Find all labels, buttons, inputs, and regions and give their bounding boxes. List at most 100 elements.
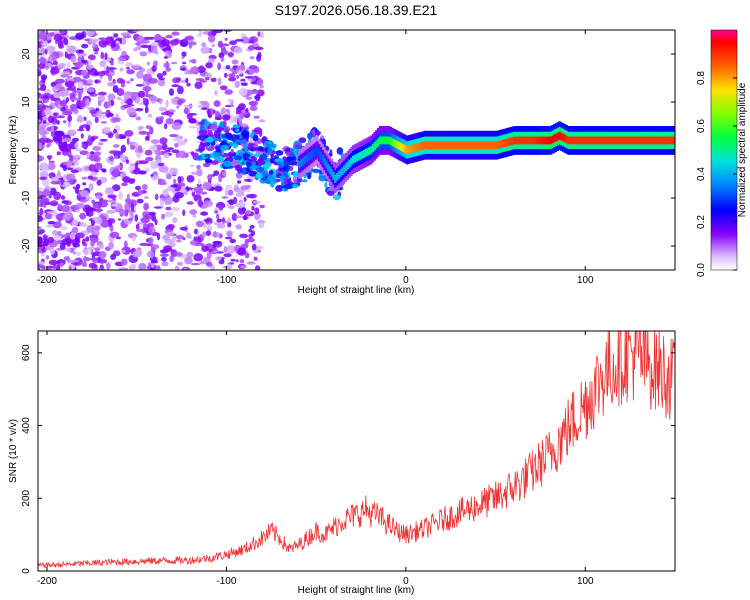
spectrogram-ridge-blob [256, 172, 261, 177]
spectrogram-noise-blob [107, 93, 116, 102]
spectrogram-ridge-core [364, 149, 367, 157]
spectrogram-noise-blob [43, 95, 49, 99]
spectrogram-noise-blob [106, 262, 111, 270]
spectrogram-ridge-core [633, 136, 637, 145]
spectrogram-noise-blob [257, 31, 261, 37]
spectrogram-marks [38, 30, 675, 270]
spectrogram-noise-blob [190, 171, 198, 175]
spectrogram-noise-blob [71, 219, 79, 227]
spectrogram-noise-blob [150, 139, 160, 144]
spectrogram-noise-blob [42, 178, 50, 187]
spectrogram-noise-blob [160, 253, 169, 257]
spectrogram-noise-blob [172, 138, 182, 142]
spectrogram-noise-blob [176, 261, 184, 266]
spectrogram-ridge-core [341, 167, 344, 175]
spectrogram-noise-blob [168, 109, 176, 113]
spectrogram-ridge-core [429, 141, 432, 150]
spectrogram-noise-blob [62, 111, 72, 116]
spectrogram-ridge-blob [198, 155, 202, 159]
spectrogram-noise-blob [47, 221, 56, 225]
spectrogram-noise-blob [192, 214, 197, 218]
spectrogram-noise-blob [201, 107, 208, 110]
spectrogram-ridge-core [619, 136, 622, 145]
spectrogram-ridge-core [605, 136, 608, 145]
spectrogram-ridge-core [664, 136, 667, 145]
spectrogram-noise-blob [63, 256, 70, 261]
spectrogram-noise-blob [194, 81, 203, 89]
spectrogram-ridge-core [434, 141, 437, 150]
spectrogram-noise-blob [162, 234, 170, 240]
snr-y-axis-label: SNR (10 * v/v) [8, 419, 19, 483]
spectrogram-noise-blob [200, 211, 209, 216]
spectrogram-noise-blob [186, 175, 195, 183]
spectrogram-noise-blob [111, 206, 115, 210]
spectrogram-ridge-core [649, 136, 653, 145]
spectrogram-noise-blob [88, 262, 97, 269]
spectrogram-noise-blob [52, 56, 56, 62]
spectrogram-noise-blob [109, 150, 119, 155]
spectrogram-noise-blob [230, 258, 237, 262]
spectrogram-ridge-core [644, 136, 647, 145]
spectrogram-noise-blob [81, 261, 87, 267]
spectrogram-noise-blob [146, 61, 150, 66]
spectrogram-noise-blob [181, 51, 187, 57]
spectrogram-ridge-blob [222, 120, 227, 128]
spectrogram-noise-blob [95, 195, 101, 200]
spectrogram-noise-blob [97, 115, 107, 119]
spectrogram-ridge-core [377, 138, 380, 147]
spectrogram-ridge-core [486, 141, 489, 150]
spectrogram-noise-blob [39, 176, 48, 180]
spectrogram-ridge-blob [242, 144, 248, 150]
spectrogram-ridge-core [439, 141, 443, 150]
spectrogram-noise-blob [131, 192, 140, 197]
spectrogram-ridge-core [481, 141, 484, 150]
spectrogram-noise-blob [140, 217, 150, 224]
spectrogram-noise-blob [196, 183, 202, 187]
spectrogram-noise-blob [254, 207, 260, 215]
spectrogram-noise-blob [50, 68, 60, 75]
spectrogram-ridge-core [316, 146, 319, 154]
spectrogram-noise-blob [46, 211, 55, 214]
spectrogram-noise-blob [217, 40, 224, 48]
spectrogram-noise-blob [149, 161, 159, 169]
spectrogram-noise-blob [136, 198, 144, 204]
spectrogram-ridge-blob [262, 176, 267, 182]
spectrogram-noise-blob [239, 64, 246, 72]
spectrogram-ridge-blob [243, 153, 251, 158]
spectrogram-noise-blob [38, 215, 43, 222]
spectrogram-noise-blob [151, 65, 157, 72]
spectrogram-ridge-core [667, 136, 671, 145]
spectrogram-ridge-blob [289, 160, 298, 166]
spectrogram-noise-blob [118, 218, 121, 221]
spectrogram-noise-blob [61, 234, 71, 238]
spectrogram-noise-blob [92, 39, 96, 48]
spectrogram-noise-blob [81, 124, 88, 128]
spectrogram-noise-blob [101, 112, 106, 115]
spectrogram-noise-blob [107, 67, 117, 70]
spectrogram-ridge-blob [283, 165, 289, 171]
spectrogram-ridge-core [466, 141, 470, 150]
y-tick-label: -10 [21, 190, 32, 205]
spectrogram-noise-blob [186, 82, 191, 87]
spectrogram-noise-blob [60, 30, 66, 35]
spectrogram-noise-blob [238, 103, 246, 111]
spectrogram-noise-blob [56, 151, 61, 156]
spectrogram-noise-blob [164, 211, 174, 218]
spectrogram-noise-blob [46, 265, 55, 269]
y-tick-label: 400 [21, 417, 32, 434]
spectrogram-noise-blob [48, 259, 59, 266]
spectrogram-ridge-blob [235, 164, 243, 172]
spectrogram-noise-blob [163, 62, 170, 69]
spectrogram-noise-blob [212, 250, 218, 254]
spectrogram-ridge-core [475, 141, 479, 150]
spectrogram-noise-blob [83, 82, 93, 86]
spectrogram-noise-blob [227, 98, 232, 103]
spectrogram-noise-blob [81, 43, 89, 49]
spectrogram-noise-blob [149, 126, 154, 135]
spectrogram-noise-blob [81, 143, 88, 149]
spectrogram-noise-blob [165, 67, 172, 72]
spectrogram-ridge-core [578, 136, 581, 145]
spectrogram-noise-blob [119, 67, 124, 72]
x-tick-label: -100 [216, 275, 236, 286]
